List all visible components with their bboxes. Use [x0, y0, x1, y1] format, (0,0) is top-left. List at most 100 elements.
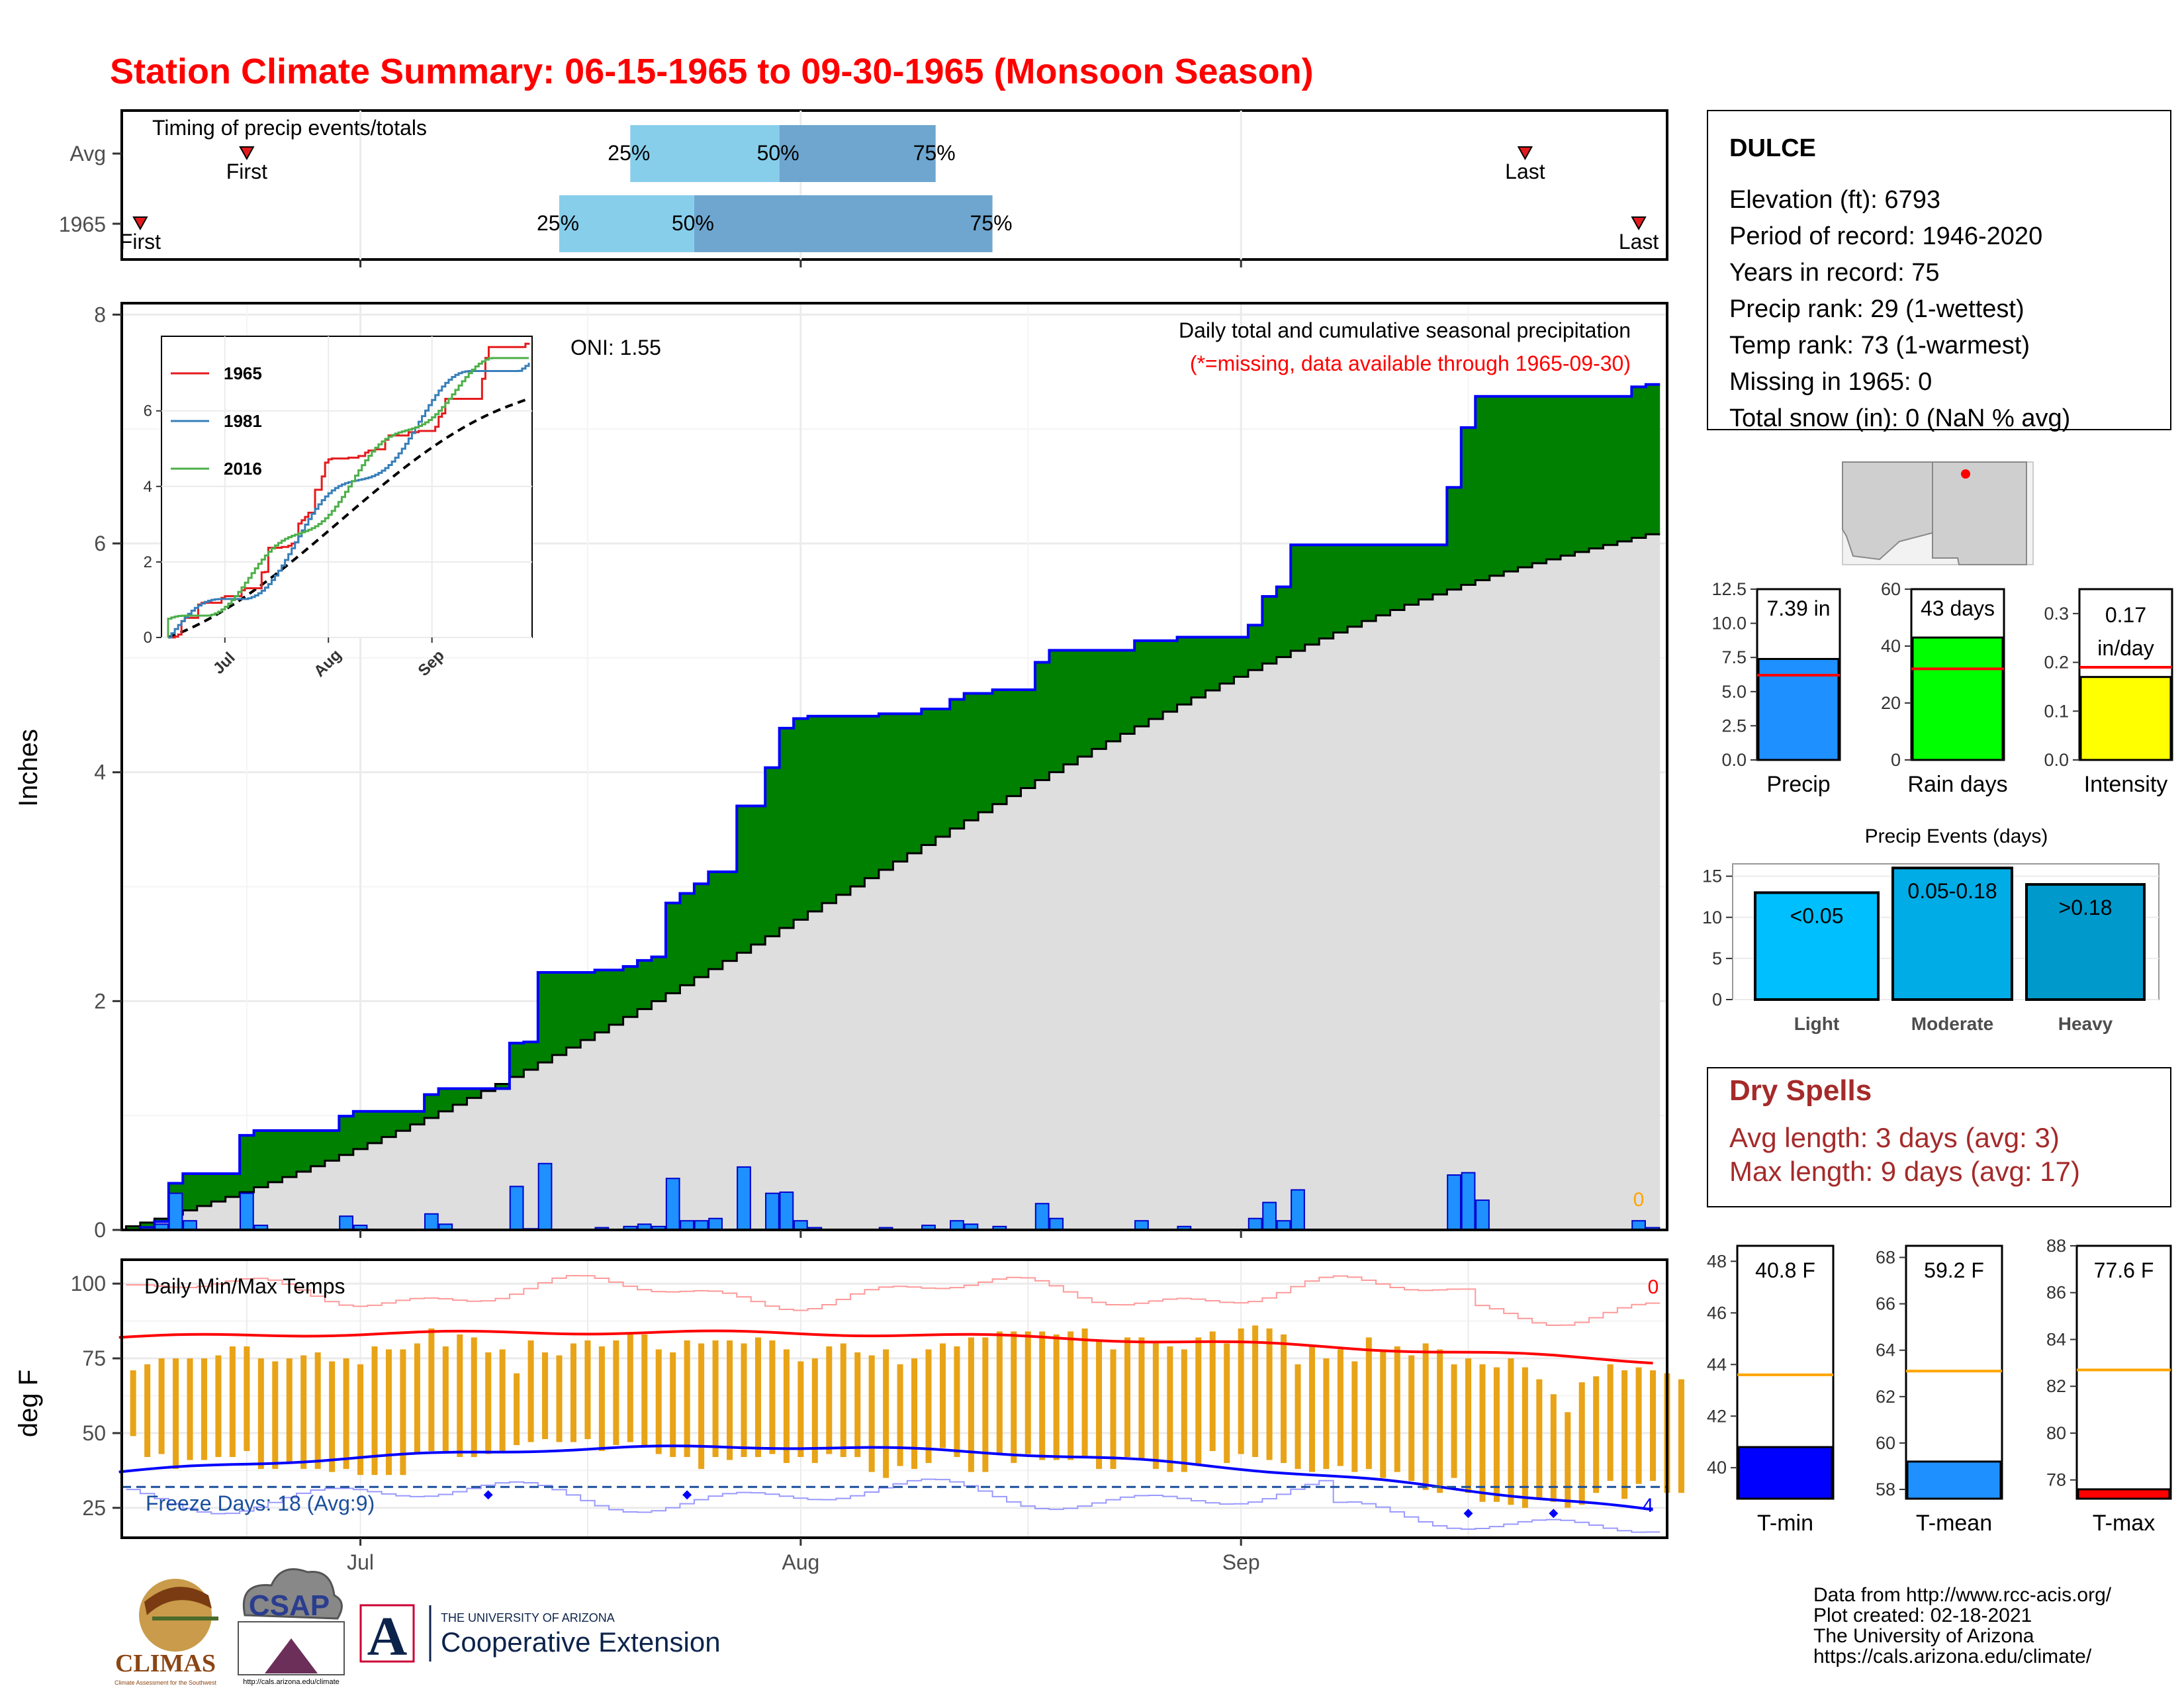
timing-last-label: Last	[1505, 160, 1545, 183]
daily-temp-bar	[499, 1349, 506, 1452]
daily-temp-bar	[1138, 1337, 1145, 1460]
temp-y-tick-label: 75	[82, 1346, 106, 1370]
daily-precip-bar	[537, 1162, 553, 1231]
temp-summary-y-tick-label: 82	[2046, 1376, 2066, 1396]
daily-precip-bar	[183, 1220, 197, 1231]
climas-logo-text: CLIMAS	[115, 1650, 216, 1677]
daily-temp-bar	[215, 1355, 222, 1458]
dry-spells-box: Dry Spells Avg length: 3 days (avg: 3) M…	[1707, 1067, 2171, 1207]
daily-temp-bar	[670, 1352, 676, 1458]
temp-summary-bar	[2077, 1488, 2171, 1500]
timing-last-label: Last	[1619, 230, 1659, 254]
temp-panel: 25 50 75 100 Jul Aug Sep deg F Daily Min/Max T…	[14, 1258, 1684, 1574]
timing-row-avg-label: Avg	[69, 142, 106, 165]
daily-temp-bar	[1593, 1376, 1600, 1493]
timing-p25-label: 25%	[537, 211, 579, 235]
summary-y-tick-label: 0.0	[2044, 750, 2069, 770]
daily-temp-bar	[1195, 1337, 1202, 1466]
precip-y-tick-label: 2	[94, 989, 106, 1013]
dry-spells-title: Dry Spells	[1729, 1074, 1872, 1107]
daily-temp-bar	[314, 1352, 321, 1470]
timing-p25-label: 25%	[608, 141, 650, 165]
temp-summary-bar	[1906, 1460, 2002, 1500]
daily-temp-bar	[1550, 1394, 1557, 1502]
temp-y-axis-label: deg F	[14, 1370, 43, 1437]
daily-temp-bar	[527, 1340, 534, 1442]
daily-temp-bar	[158, 1358, 165, 1454]
summary-value-label: 43 days	[1921, 596, 1995, 620]
inset-y-tick-label: 4	[144, 478, 152, 496]
daily-precip-bar	[1248, 1217, 1263, 1231]
temp-summary-y-tick-label: 66	[1876, 1294, 1895, 1314]
daily-temp-bar	[911, 1358, 918, 1470]
locator-map	[1842, 461, 2034, 565]
daily-temp-bar	[357, 1364, 364, 1476]
daily-temp-bar	[641, 1334, 648, 1445]
temp-frame	[120, 1258, 1668, 1539]
daily-temp-bar	[1068, 1331, 1074, 1460]
daily-temp-bar	[1011, 1331, 1017, 1464]
precip-y-ticks: 0 2 4 6 8	[94, 303, 1242, 1242]
station-line-years: Years in record: 75	[1729, 259, 1940, 287]
precip-y-tick-label: 4	[94, 761, 106, 784]
temp-summary-value-label: 59.2 F	[1924, 1258, 1984, 1282]
daily-temp-bar	[769, 1340, 776, 1454]
freeze-day-marker	[483, 1490, 493, 1500]
daily-temp-bar	[144, 1364, 151, 1458]
timing-marks: 25% 50% 75% First Last 25% 50% 75% First Last	[120, 125, 1659, 254]
timing-panel: Timing of precip events/totals Avg 1965 …	[59, 109, 1668, 267]
station-line-snow: Total snow (in): 0 (NaN % avg)	[1729, 404, 2070, 432]
daily-temp-bar	[1678, 1379, 1684, 1493]
timing-p75-label: 75%	[913, 141, 956, 165]
daily-precip-bar	[509, 1186, 524, 1231]
daily-temp-bar	[1039, 1331, 1046, 1460]
daily-temp-bar	[570, 1343, 576, 1442]
temp-summary-y-tick-label: 40	[1707, 1458, 1727, 1477]
daily-temp-bar	[1607, 1364, 1614, 1481]
daily-temp-bar	[1209, 1331, 1216, 1452]
daily-temp-bar	[514, 1373, 520, 1445]
precip-y-tick-label: 0	[94, 1218, 106, 1242]
events-bar	[1891, 867, 2013, 1002]
summary-bar-value	[1911, 636, 2004, 761]
summary-category-label: Rain days	[1907, 772, 2007, 797]
temp-summary-y-tick-label: 58	[1876, 1479, 1895, 1499]
daily-temp-bar	[712, 1340, 719, 1458]
daily-temp-bar	[925, 1349, 932, 1464]
csap-logo-mountain	[265, 1638, 318, 1673]
timing-bar-25-50	[630, 125, 780, 182]
daily-temp-bar	[840, 1343, 846, 1458]
daily-temp-bar	[783, 1349, 790, 1464]
daily-temp-bar	[1422, 1343, 1429, 1490]
summary-y-tick-label: 0	[1891, 750, 1901, 770]
daily-precip-bar	[1276, 1220, 1291, 1231]
daily-temp-bar	[1096, 1340, 1103, 1470]
inset-series-line	[168, 363, 530, 639]
daily-temp-bar	[1238, 1328, 1244, 1454]
daily-precip-bar	[1291, 1189, 1305, 1231]
csap-logo-cloud	[242, 1568, 343, 1620]
daily-precip-bar	[950, 1220, 964, 1231]
daily-temp-bar	[627, 1334, 633, 1442]
daily-temp-bar	[1408, 1355, 1415, 1481]
daily-precip-bar	[779, 1191, 794, 1231]
daily-precip-bar	[1262, 1201, 1277, 1231]
summary-y-tick-label: 0.2	[2044, 653, 2069, 673]
timing-p75-label: 75%	[970, 211, 1013, 235]
freeze-days-label: Freeze Days: 18 (Avg:9)	[146, 1491, 375, 1515]
freeze-count: 4	[1643, 1495, 1654, 1517]
inset-legend: 1965 1981 2016	[171, 363, 262, 479]
daily-precip-bar	[737, 1166, 751, 1231]
freeze-day-marker	[682, 1490, 692, 1500]
inset-lines	[167, 342, 530, 639]
daily-temp-bar	[130, 1370, 136, 1436]
temp-y-tick-label: 100	[71, 1272, 106, 1295]
inset-y-tick-label: 6	[144, 402, 152, 420]
timing-last-marker	[1517, 146, 1533, 161]
daily-temp-bar	[229, 1346, 236, 1458]
daily-temp-bar	[1351, 1361, 1358, 1472]
timing-label: Timing of precip events/totals	[152, 116, 427, 140]
summary-bars: 0.0 2.5 5.0 7.5 10.0 12.5 7.39 in Precip 0 20 40 60…	[1711, 579, 2173, 797]
inset-y-tick-label: 0	[144, 629, 152, 647]
